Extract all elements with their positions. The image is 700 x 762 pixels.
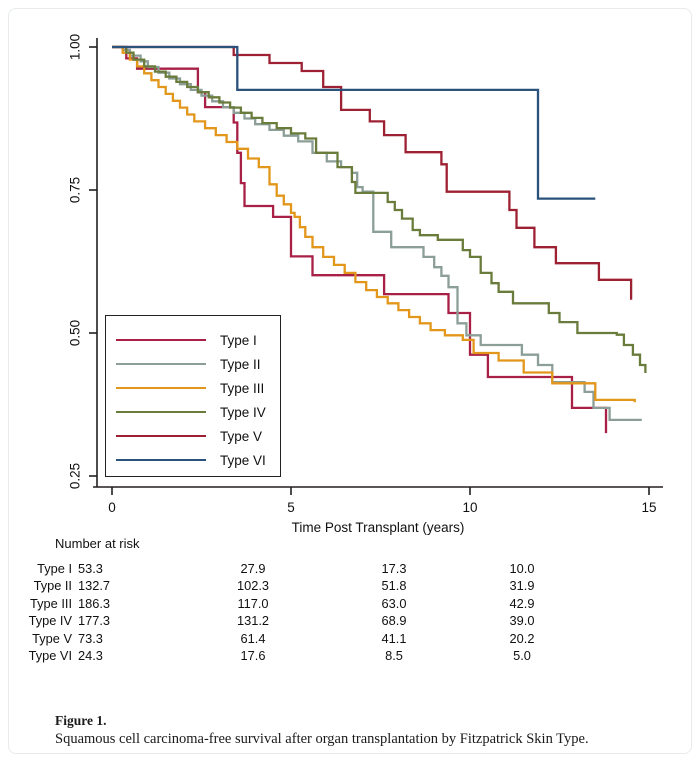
risk-row-label: Type IV: [28, 613, 72, 629]
risk-value: 73.3: [78, 630, 103, 646]
legend-line-swatch: [116, 435, 206, 437]
risk-value: 102.3: [236, 578, 270, 594]
legend-items: Type I Type II Type III Type IV Type V Type V…: [106, 328, 280, 472]
risk-row-label: Type VI: [28, 647, 72, 663]
legend-item: Type V: [106, 424, 280, 448]
figure-caption-label: Figure 1.: [55, 713, 107, 728]
km-plot: 1.00 0.75 0.50 0.25 0 5 10 15 Time Post Transpla…: [68, 34, 663, 535]
risk-value: 41.1: [381, 630, 407, 646]
legend: Type I Type II Type III Type IV Type V Type V…: [105, 315, 281, 477]
legend-item: Type I: [106, 328, 280, 352]
legend-item: Type VI: [106, 448, 280, 472]
risk-value: 17.3: [381, 561, 407, 576]
km-curve-type-vi: [112, 45, 596, 200]
x-tick-label: 15: [641, 500, 656, 515]
y-tick-label: 0.75: [68, 177, 83, 203]
risk-value: 63.0: [381, 595, 407, 611]
risk-value: 53.3: [78, 561, 103, 576]
risk-row-label: Type I: [37, 561, 72, 576]
legend-line-swatch: [116, 363, 206, 365]
risk-value: 61.4: [240, 630, 266, 646]
risk-value: 10.0: [509, 561, 535, 576]
legend-label: Type VI: [220, 452, 266, 468]
risk-value: 68.9: [381, 613, 407, 629]
risk-row: Type I 53.3 27.9 17.3 10.0: [28, 561, 588, 578]
risk-row: Type V 73.3 61.4 41.1 20.2: [28, 631, 588, 648]
risk-row: Type VI 24.3 17.6 8.5 5.0: [28, 648, 588, 665]
x-axis-title: Time Post Transplant (years): [292, 520, 465, 535]
risk-row: Type III 186.3 117.0 63.0 42.9: [28, 596, 588, 613]
figure-caption: Figure 1. Squamous cell carcinoma-free s…: [55, 712, 589, 749]
legend-item: Type IV: [106, 400, 280, 424]
risk-row-label: Type III: [30, 595, 72, 611]
figure-caption-text: Squamous cell carcinoma-free survival af…: [55, 731, 589, 747]
x-tick-label: 5: [287, 500, 295, 515]
km-curve-type-i: [112, 45, 608, 434]
legend-label: Type II: [220, 356, 261, 372]
legend-item: Type II: [106, 352, 280, 376]
risk-value: 24.3: [78, 647, 103, 663]
legend-label: Type IV: [220, 404, 266, 420]
risk-value: 186.3: [78, 595, 111, 611]
risk-table: Type I 53.3 27.9 17.3 10.0 Type II 132.7 102.3 5…: [28, 561, 588, 665]
risk-value: 39.0: [509, 613, 535, 629]
km-curve-type-v: [112, 45, 633, 300]
x-tick-label: 0: [108, 500, 116, 515]
legend-label: Type III: [220, 380, 265, 396]
risk-row: Type IV 177.3 131.2 68.9 39.0: [28, 613, 588, 630]
risk-value: 8.5: [385, 647, 403, 663]
y-tick-label: 1.00: [68, 34, 83, 60]
risk-value: 5.0: [513, 647, 531, 663]
km-curve-type-iv: [112, 45, 647, 373]
x-tick-label: 10: [462, 500, 477, 515]
risk-value: 27.9: [240, 561, 266, 576]
risk-value: 42.9: [509, 595, 535, 611]
risk-row-label: Type II: [33, 578, 72, 594]
risk-value: 177.3: [78, 613, 111, 629]
legend-label: Type V: [220, 428, 263, 444]
legend-item: Type III: [106, 376, 280, 400]
risk-value: 117.0: [237, 595, 269, 611]
y-tick-label: 0.50: [68, 320, 83, 346]
legend-label: Type I: [220, 332, 257, 348]
risk-value: 31.9: [509, 578, 535, 594]
km-curve-type-iii: [112, 45, 636, 403]
risk-value: 20.2: [509, 630, 535, 646]
legend-line-swatch: [116, 459, 206, 461]
risk-value: 51.8: [381, 578, 407, 594]
risk-row: Type II 132.7 102.3 51.8 31.9: [28, 578, 588, 595]
risk-value: 17.6: [240, 647, 266, 663]
legend-line-swatch: [116, 387, 206, 389]
risk-row-label: Type V: [32, 630, 72, 646]
km-curve-type-ii: [112, 45, 642, 422]
risk-value: 131.2: [236, 613, 270, 629]
risk-value: 132.7: [78, 578, 111, 594]
risk-table-header: Number at risk: [55, 536, 140, 551]
legend-line-swatch: [116, 339, 206, 341]
y-tick-label: 0.25: [68, 463, 83, 489]
legend-line-swatch: [116, 411, 206, 413]
